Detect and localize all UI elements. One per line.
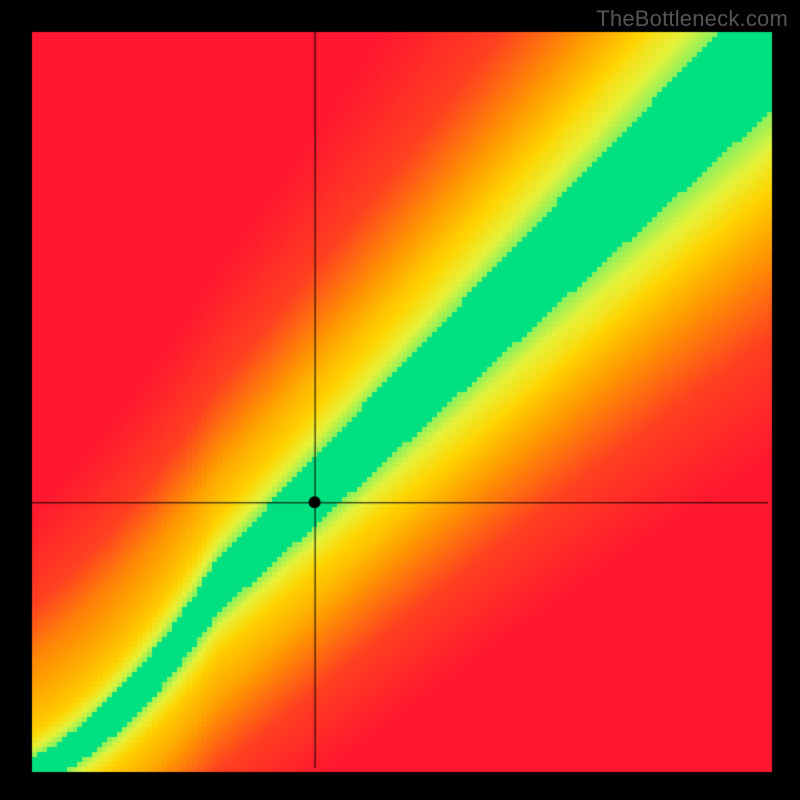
watermark-text: TheBottleneck.com: [596, 6, 788, 32]
chart-container: TheBottleneck.com: [0, 0, 800, 800]
bottleneck-heatmap: [0, 0, 800, 800]
